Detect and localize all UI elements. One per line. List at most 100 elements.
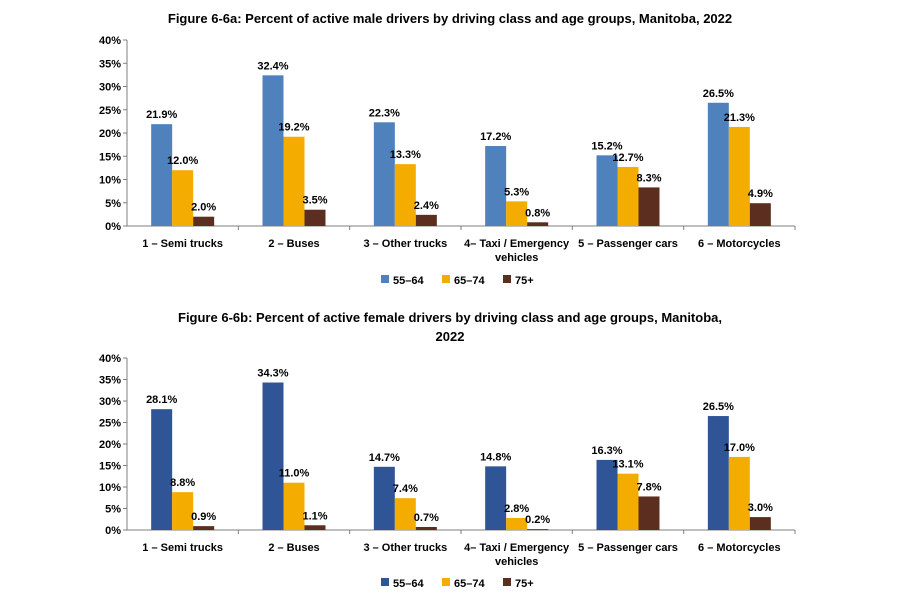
bar-75+ [527,222,549,226]
x-category-label: 3 – Other trucks [363,238,447,250]
data-label: 26.5% [703,88,734,100]
bar-55–64 [707,102,729,226]
y-tick-label: 5% [105,198,121,210]
x-category-label: vehicles [495,252,538,264]
data-label: 28.1% [146,394,177,406]
bar-55–64 [707,416,729,530]
data-label: 19.2% [278,122,309,134]
bar-75+ [749,517,771,530]
bar-75+ [415,526,437,530]
x-category-label: 4– Taxi / Emergency [464,238,570,250]
x-category-label: 5 – Passenger cars [578,542,678,554]
bar-65–74 [506,201,528,226]
y-tick-label: 40% [99,353,121,365]
data-label: 0.8% [525,207,550,219]
bar-75+ [749,203,771,226]
legend-label: 75+ [515,275,534,287]
y-tick-label: 35% [99,58,121,70]
data-label: 0.2% [525,514,550,526]
data-label: 22.3% [369,107,400,119]
bar-55–64 [596,459,618,530]
legend-swatch [442,275,450,283]
data-label: 21.9% [146,109,177,121]
chart-male: Figure 6-6a: Percent of active male driv… [99,11,796,287]
data-label: 7.4% [393,483,418,495]
x-category-label: 6 – Motorcycles [698,238,781,250]
x-category-label: 2 – Buses [268,542,319,554]
bar-75+ [415,214,437,226]
y-tick-label: 30% [99,82,121,94]
data-label: 14.8% [480,451,511,463]
data-label: 17.0% [724,442,755,454]
bar-65–74 [728,126,750,226]
bar-75+ [527,529,549,530]
data-label: 26.5% [703,401,734,413]
bar-55–64 [262,75,284,226]
y-tick-label: 20% [99,439,121,451]
y-tick-label: 15% [99,461,121,473]
data-label: 2.0% [191,202,216,214]
data-label: 0.7% [414,512,439,524]
data-label: 0.9% [191,511,216,523]
data-label: 2.8% [504,503,529,515]
bar-55–64 [151,124,173,226]
bar-65–74 [172,492,194,530]
bar-75+ [638,496,660,530]
legend-swatch [442,578,450,586]
data-label: 8.3% [636,172,661,184]
bar-55–64 [262,382,284,530]
legend-swatch [503,578,511,586]
bar-75+ [193,526,215,530]
data-label: 12.0% [167,155,198,167]
bar-75+ [304,209,326,226]
data-label: 7.8% [636,481,661,493]
bar-65–74 [617,473,639,530]
bar-65–74 [172,170,194,226]
y-tick-label: 10% [99,482,121,494]
bar-55–64 [151,409,173,530]
legend-swatch [381,275,389,283]
data-label: 1.1% [302,510,327,522]
data-label: 12.7% [612,152,643,164]
x-category-label: 5 – Passenger cars [578,238,678,250]
chart-title: Figure 6-6b: Percent of active female dr… [178,310,722,325]
y-tick-label: 5% [105,504,121,516]
data-label: 16.3% [591,445,622,457]
y-tick-label: 10% [99,175,121,187]
bar-55–64 [485,466,507,530]
legend-label: 75+ [515,578,534,590]
bar-65–74 [394,498,416,530]
data-label: 8.8% [170,477,195,489]
bar-65–74 [283,482,305,530]
x-category-label: 6 – Motorcycles [698,542,781,554]
data-label: 11.0% [279,468,310,480]
legend-swatch [503,275,511,283]
y-tick-label: 15% [99,151,121,163]
legend-swatch [381,578,389,586]
y-tick-label: 30% [99,396,121,408]
x-category-label: 2 – Buses [268,238,319,250]
y-tick-label: 25% [99,105,121,117]
legend-label: 65–74 [454,275,485,287]
bar-55–64 [596,155,618,226]
bar-75+ [638,187,660,226]
y-tick-label: 0% [105,221,121,233]
y-tick-label: 0% [105,525,121,537]
data-label: 5.3% [504,186,529,198]
bar-55–64 [485,146,507,226]
bar-65–74 [728,456,750,530]
bar-65–74 [394,164,416,226]
data-label: 13.1% [612,459,643,471]
chart-female: Figure 6-6b: Percent of active female dr… [99,310,796,590]
data-label: 3.5% [302,195,327,207]
legend-label: 55–64 [393,275,424,287]
legend-label: 65–74 [454,578,485,590]
data-label: 15.2% [591,140,622,152]
data-label: 34.3% [257,368,288,380]
bar-65–74 [617,166,639,226]
x-category-label: 1 – Semi trucks [142,238,223,250]
y-tick-label: 35% [99,375,121,387]
data-label: 3.0% [748,502,773,514]
bar-65–74 [506,517,528,530]
